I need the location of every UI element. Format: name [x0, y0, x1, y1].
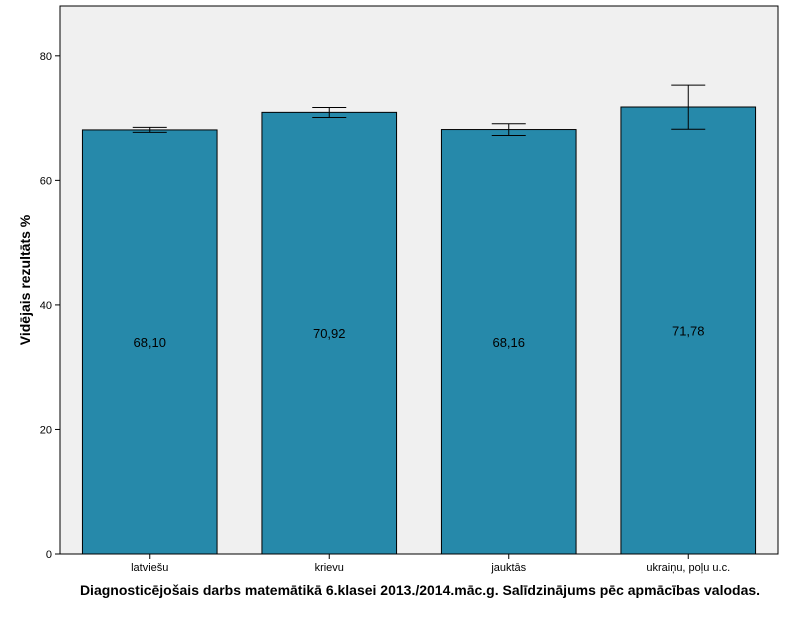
chart-title: Diagnosticējošais darbs matemātikā 6.kla… [79, 582, 761, 598]
bar [81, 129, 218, 555]
x-tick-label: latviešu [131, 562, 168, 574]
y-axis-label: Vidējais rezultāts % [17, 214, 33, 345]
y-tick-label: 80 [40, 51, 52, 63]
bar [620, 106, 757, 555]
y-tick-label: 20 [40, 424, 52, 436]
y-tick-label: 0 [46, 549, 52, 561]
data-label: 70,92 [313, 326, 346, 341]
data-label: 68,10 [133, 335, 166, 350]
bar [440, 129, 577, 555]
data-label: 71,78 [672, 324, 705, 339]
bars: 68,10 70,92 68,16 71,78 [81, 84, 757, 555]
bar [261, 111, 398, 555]
x-axis-ticks: latviešu krievu jauktās ukraiņu, poļu u.c. [131, 554, 730, 574]
data-label: 68,16 [492, 335, 525, 350]
y-tick-label: 40 [40, 300, 52, 312]
y-axis-ticks: 0 20 40 60 80 [40, 51, 60, 561]
x-tick-label: jauktās [490, 562, 526, 574]
x-tick-label: ukraiņu, poļu u.c. [646, 562, 730, 574]
x-tick-label: krievu [315, 562, 344, 574]
y-tick-label: 60 [40, 175, 52, 187]
